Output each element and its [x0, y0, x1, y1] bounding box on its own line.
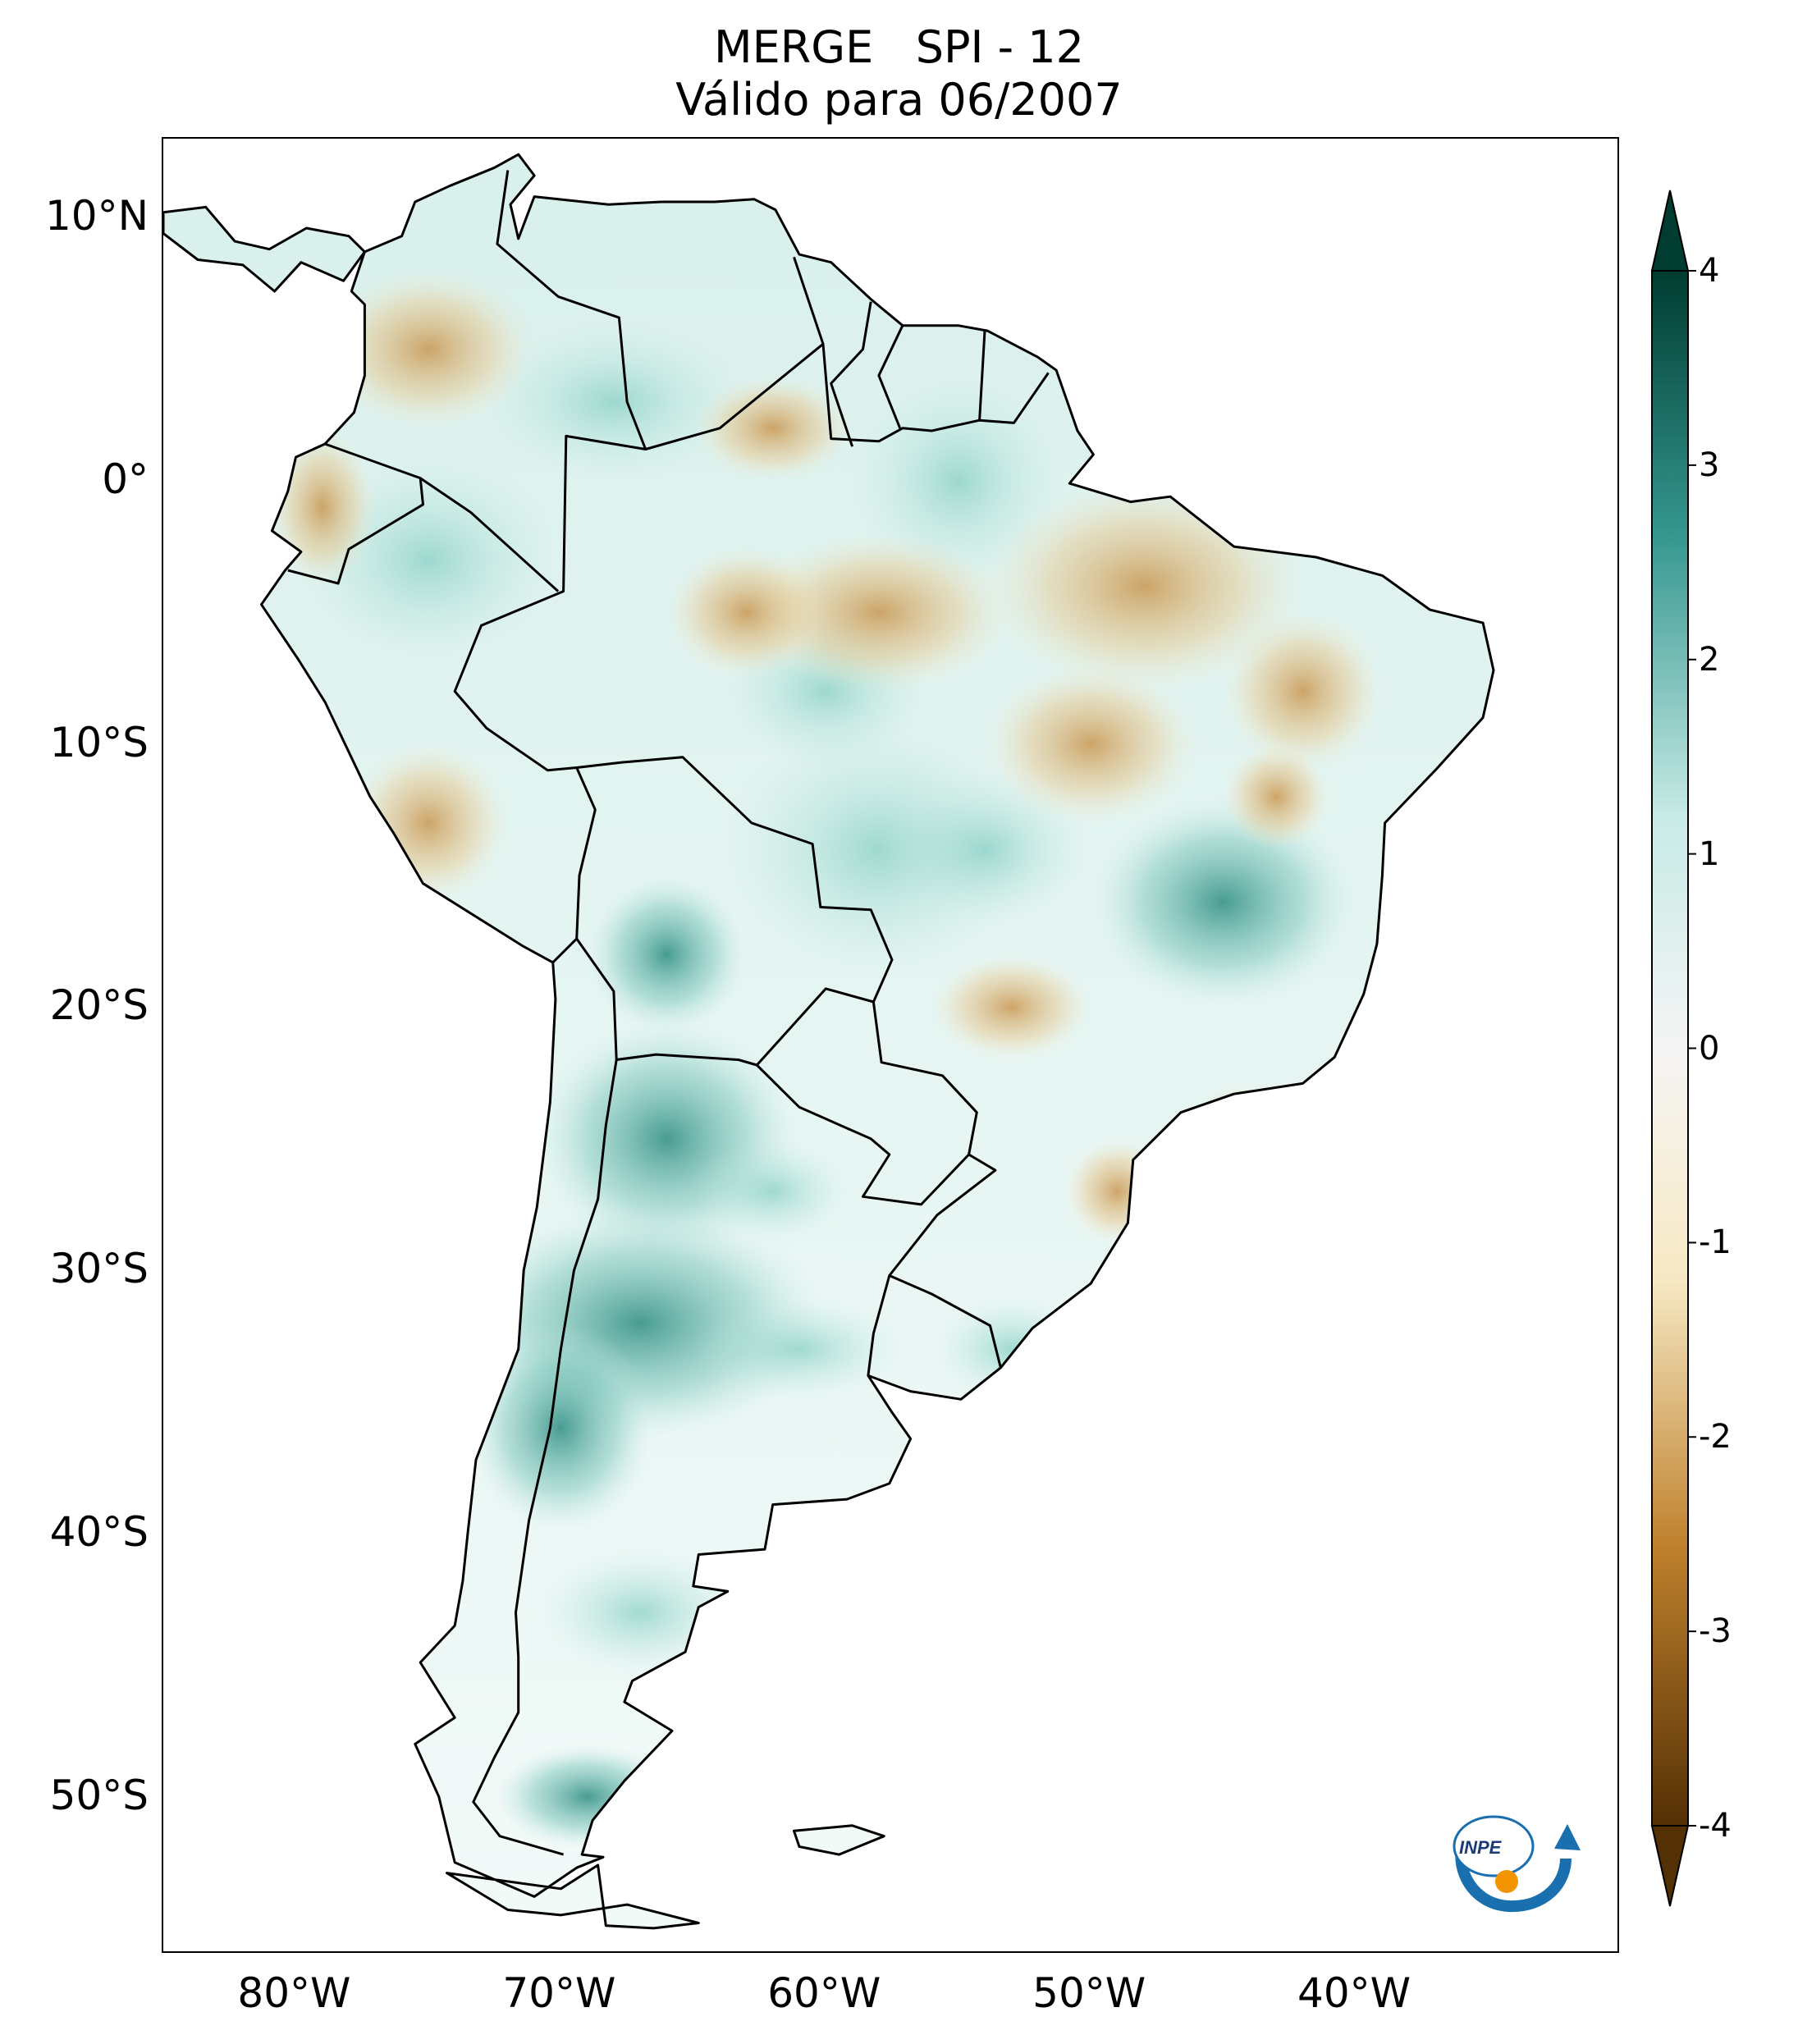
latitude-label: 10°N — [44, 192, 149, 240]
latitude-label: 0° — [102, 455, 149, 503]
longitude-label: 60°W — [767, 1969, 881, 2017]
country-border — [821, 344, 1050, 443]
spi-anomaly-field — [269, 270, 1383, 1850]
wet-anomaly-area — [693, 1138, 853, 1245]
dry-anomaly-area — [666, 546, 826, 679]
map-title: MERGE SPI - 12 — [714, 21, 1084, 73]
dry-anomaly-area — [1223, 743, 1329, 849]
country-border — [453, 170, 647, 772]
colorbar-tick-label: -3 — [1699, 1612, 1732, 1651]
country-border — [472, 1059, 618, 1856]
dry-anomaly-area — [985, 665, 1197, 823]
longitude-label: 80°W — [237, 1969, 351, 2017]
colorbar-tick-label: 3 — [1699, 446, 1720, 484]
longitude-label: 70°W — [502, 1969, 616, 2017]
colorbar-extend-max — [1650, 190, 1690, 272]
wet-anomaly-area — [587, 876, 747, 1034]
country-border — [867, 1153, 997, 1376]
longitude-label: 50°W — [1032, 1969, 1146, 2017]
coastline — [163, 153, 1495, 1930]
country-border — [551, 766, 597, 963]
dry-anomaly-area — [693, 375, 853, 481]
inpe-logo: INPE — [1453, 1815, 1581, 1913]
dry-anomaly-area — [746, 533, 1012, 692]
country-border — [575, 756, 894, 1067]
country-border — [645, 256, 825, 450]
inpe-logo-text: INPE — [1459, 1837, 1503, 1858]
dry-anomaly-area — [931, 954, 1091, 1060]
latitude-label: 40°S — [49, 1507, 149, 1556]
latitude-label: 20°S — [49, 981, 149, 1030]
latitude-label: 50°S — [49, 1771, 149, 1819]
map-frame — [162, 137, 1619, 1953]
dry-anomaly-area — [1223, 612, 1383, 771]
colorbar-extend-min — [1650, 1825, 1690, 1907]
wet-anomaly-area — [468, 1323, 654, 1534]
wet-anomaly-area — [481, 322, 747, 481]
colorbar-tick-label: -1 — [1699, 1223, 1732, 1262]
colorbar-tick-label: 2 — [1699, 640, 1720, 679]
country-border — [419, 477, 560, 592]
country-border — [978, 331, 986, 421]
wet-anomaly-area — [1091, 796, 1357, 1008]
colorbar-tick-label: 1 — [1699, 835, 1720, 873]
latitude-label: 30°S — [49, 1245, 149, 1293]
colorbar-tick-label: -4 — [1699, 1807, 1732, 1845]
country-border — [287, 442, 424, 585]
country-border — [756, 1001, 978, 1206]
land-mass — [163, 154, 1494, 1928]
latitude-label: 10°S — [49, 718, 149, 766]
dry-anomaly-area — [322, 270, 535, 428]
colorbar-tick-label: 0 — [1699, 1029, 1720, 1068]
wet-anomaly-area — [693, 1296, 906, 1402]
colorbar-gradient — [1651, 270, 1689, 1827]
country-border — [877, 325, 904, 429]
map-subtitle: Válido para 06/2007 — [675, 74, 1123, 126]
longitude-label: 40°W — [1297, 1969, 1411, 2017]
colorbar-tick-label: 4 — [1699, 252, 1720, 290]
country-border — [830, 301, 872, 447]
south-america-map — [163, 153, 1495, 1930]
colorbar-tick-label: -2 — [1699, 1418, 1732, 1456]
country-border — [889, 1274, 1002, 1369]
country-borders — [163, 153, 1495, 1930]
